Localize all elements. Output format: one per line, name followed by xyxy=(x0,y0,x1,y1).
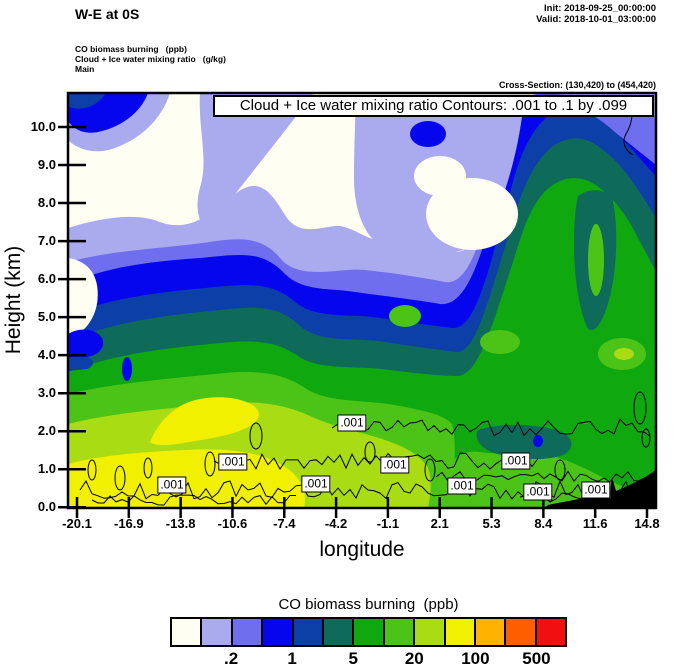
y-axis-label: Height (km) xyxy=(2,245,25,355)
cloud-contour-line xyxy=(331,418,651,437)
colorbar-cell xyxy=(354,619,385,645)
colorbar-cell xyxy=(445,619,476,645)
contour-title-text: Cloud + Ice water mixing ratio Contours:… xyxy=(239,97,628,114)
y-axis-ticks xyxy=(58,125,86,509)
field-co-label: CO biomass burning (ppb) xyxy=(75,44,187,54)
x-axis-label: longitude xyxy=(319,538,405,561)
colorbar-cell xyxy=(293,619,324,645)
colorbar-cell xyxy=(263,619,294,645)
field-list: CO biomass burning (ppb) Cloud + Ice wat… xyxy=(75,44,226,74)
field-domain-label: Main xyxy=(75,64,95,74)
init-time: Init: 2018-09-25_00:00:00 xyxy=(544,3,656,14)
colorbar-cell xyxy=(202,619,233,645)
contour-title-box: Cloud + Ice water mixing ratio Contours:… xyxy=(213,95,654,117)
colorbar-cell xyxy=(384,619,416,645)
run-times: Init: 2018-09-25_00:00:00 Valid: 2018-10… xyxy=(536,3,656,25)
terrain-fill xyxy=(544,469,656,508)
cross-section-info: Cross-Section: (130,420) to (454,420) xyxy=(498,80,656,90)
colorbar-cell xyxy=(475,619,507,645)
colorbar-cell xyxy=(323,619,355,645)
field-cloud-label: Cloud + Ice water mixing ratio (g/kg) xyxy=(75,54,226,64)
colorbar-cell xyxy=(232,619,264,645)
page-title: W-E at 0S xyxy=(75,6,140,22)
filled-contour-field xyxy=(68,93,656,508)
plot-frame xyxy=(66,91,658,510)
valid-time: Valid: 2018-10-01_03:00:00 xyxy=(536,14,656,25)
colorbar-title: CO biomass burning (ppb) xyxy=(278,596,459,613)
colorbar-cell xyxy=(506,619,537,645)
colorbar xyxy=(170,617,567,647)
colorbar-cell xyxy=(536,619,566,645)
cloud-contour-line xyxy=(91,494,296,506)
colorbar-cell xyxy=(415,619,446,645)
colorbar-cell xyxy=(172,619,203,645)
x-axis-ticks xyxy=(75,497,649,518)
cloud-contour-line xyxy=(213,452,539,470)
